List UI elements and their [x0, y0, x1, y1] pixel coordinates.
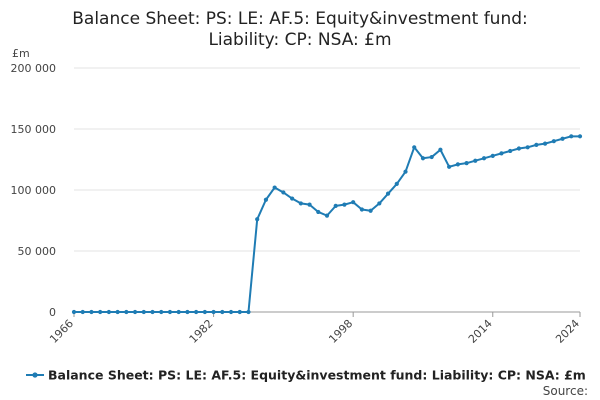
data-point[interactable]	[255, 217, 260, 222]
data-point[interactable]	[412, 145, 417, 150]
data-point[interactable]	[438, 147, 443, 152]
data-point[interactable]	[202, 309, 207, 315]
data-point[interactable]	[569, 134, 574, 139]
data-point[interactable]	[403, 169, 408, 174]
source-label[interactable]: Source:	[543, 384, 588, 398]
data-point[interactable]	[132, 309, 138, 315]
y-tick-label: 100 000	[11, 184, 57, 197]
data-point[interactable]	[237, 309, 242, 315]
data-point[interactable]	[577, 134, 583, 139]
data-point[interactable]	[98, 309, 103, 315]
y-axis-unit: £m	[12, 47, 30, 60]
data-point[interactable]	[141, 309, 146, 315]
y-tick-label: 0	[49, 306, 56, 319]
chart-title-line-1: Balance Sheet: PS: LE: AF.5: Equity&inve…	[72, 9, 528, 29]
series-line	[74, 135, 580, 313]
data-point[interactable]	[228, 309, 234, 315]
data-point[interactable]	[159, 309, 164, 315]
data-point[interactable]	[106, 309, 111, 315]
data-point[interactable]	[420, 156, 426, 161]
data-point[interactable]	[525, 145, 530, 150]
x-tick-label: 1998	[326, 317, 355, 346]
data-point[interactable]	[220, 309, 225, 315]
x-tick-label: 1982	[187, 317, 216, 346]
y-tick-label: 200 000	[11, 62, 57, 75]
legend[interactable]: Balance Sheet: PS: LE: AF.5: Equity&inve…	[26, 368, 586, 383]
data-point[interactable]	[150, 309, 155, 315]
data-point[interactable]	[394, 181, 399, 186]
data-point[interactable]	[115, 309, 120, 315]
data-point[interactable]	[455, 162, 460, 167]
y-axis-ticks: 0 50 000 100 000 150 000 200 000	[11, 62, 57, 319]
legend-swatch-marker	[32, 372, 38, 378]
x-tick-label: 2024	[553, 317, 582, 346]
data-point[interactable]	[490, 153, 495, 158]
x-tick-label: 2014	[466, 317, 495, 346]
data-point[interactable]	[290, 196, 295, 201]
data-point[interactable]	[351, 200, 356, 205]
data-point[interactable]	[368, 208, 373, 213]
data-point[interactable]	[534, 142, 539, 147]
data-point[interactable]	[481, 156, 487, 161]
data-point[interactable]	[359, 207, 364, 212]
x-tick-label: 1966	[47, 317, 76, 346]
data-point[interactable]	[124, 309, 129, 315]
data-point[interactable]	[324, 213, 330, 218]
data-point[interactable]	[194, 309, 199, 315]
data-point[interactable]	[543, 141, 548, 146]
data-point[interactable]	[447, 164, 452, 169]
data-point[interactable]	[551, 139, 556, 144]
data-point[interactable]	[385, 191, 391, 196]
data-point[interactable]	[508, 148, 513, 154]
data-point[interactable]	[560, 136, 565, 141]
data-point[interactable]	[516, 146, 522, 151]
data-point[interactable]	[246, 309, 251, 315]
x-axis-ticks: 1966 1982 1998 2014 2024	[47, 312, 582, 346]
legend-label: Balance Sheet: PS: LE: AF.5: Equity&inve…	[48, 368, 586, 383]
gridlines	[74, 67, 580, 313]
data-point[interactable]	[281, 190, 286, 195]
data-point[interactable]	[464, 161, 469, 166]
data-point[interactable]	[473, 158, 478, 163]
y-tick-label: 50 000	[18, 245, 57, 258]
chart-title-line-2: Liability: CP: NSA: £m	[208, 30, 391, 50]
data-point[interactable]	[211, 309, 216, 315]
data-point[interactable]	[185, 309, 190, 315]
data-point[interactable]	[89, 309, 94, 315]
data-point[interactable]	[316, 209, 321, 215]
data-point[interactable]	[71, 309, 77, 315]
data-point[interactable]	[377, 201, 382, 206]
data-point[interactable]	[80, 309, 85, 315]
data-point[interactable]	[263, 197, 269, 202]
data-point[interactable]	[167, 309, 173, 315]
data-point[interactable]	[429, 154, 434, 160]
data-point[interactable]	[333, 203, 338, 208]
data-point[interactable]	[272, 185, 277, 190]
data-point[interactable]	[298, 201, 303, 206]
plot-area	[71, 134, 583, 315]
y-tick-label: 150 000	[11, 123, 57, 136]
data-point[interactable]	[307, 202, 312, 207]
data-point[interactable]	[499, 151, 504, 156]
data-point[interactable]	[176, 309, 181, 315]
data-point[interactable]	[342, 202, 347, 207]
